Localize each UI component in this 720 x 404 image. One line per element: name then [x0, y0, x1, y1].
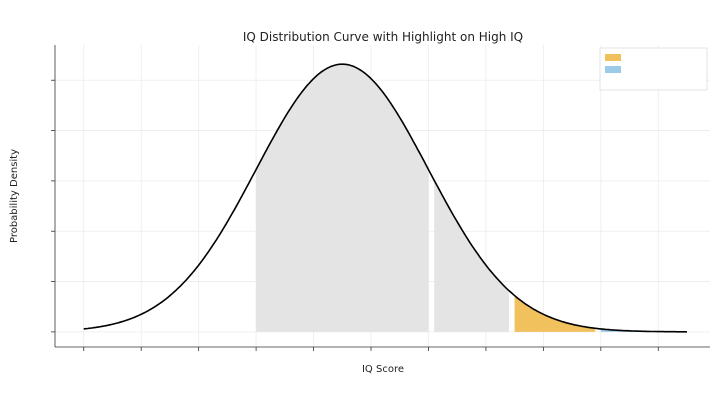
chart-title: IQ Distribution Curve with Highlight on … [243, 30, 523, 44]
axes [51, 45, 710, 351]
shaded-region-1 [434, 180, 509, 332]
series-area-0 [514, 295, 596, 332]
shaded-regions [256, 64, 687, 332]
shaded-region-0 [256, 64, 429, 332]
density-curve-group [83, 63, 687, 333]
legend-swatch-0 [605, 54, 621, 61]
density-curve [83, 63, 687, 333]
legend [599, 47, 708, 91]
y-axis-label: Probability Density [9, 149, 20, 243]
x-axis-label: IQ Score [362, 364, 404, 375]
legend-swatch-1 [605, 66, 621, 73]
